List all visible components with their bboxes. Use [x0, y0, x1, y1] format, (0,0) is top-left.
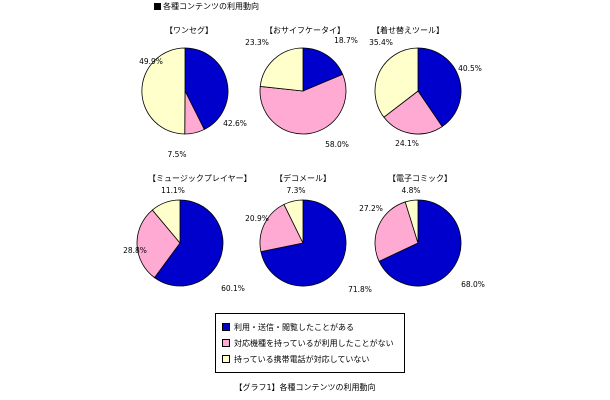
pie-title-1: 【ワンセグ】	[165, 26, 213, 35]
pie-slice-unsupported	[141, 47, 186, 135]
pie-label-unsupported: 7.3%	[286, 186, 305, 195]
legend-label-unsupported: 持っている携帯電話が対応していない	[234, 354, 370, 364]
pie-label-used: 42.6%	[223, 119, 247, 128]
pie-title-2: 【おサイフケータイ】	[265, 26, 345, 35]
pie-chart-4: 60.1% 28.8% 11.1%	[123, 186, 245, 293]
legend: 利用・送信・閲覧したことがある 対応機種を持っているが利用したことがない 持って…	[215, 313, 405, 373]
pie-slice-not-used	[259, 203, 304, 253]
pie-label-not-used: 27.2%	[359, 204, 383, 213]
header: 各種コンテンツの利用動向	[154, 1, 259, 12]
pie-chart-3: 40.5% 24.1% 35.4%	[369, 38, 482, 148]
pie-slice-not-used	[374, 201, 419, 262]
pie-slice-used	[153, 199, 224, 287]
legend-item-used: 利用・送信・閲覧したことがある	[222, 319, 398, 335]
pie-label-used: 40.5%	[458, 64, 482, 73]
legend-label-not-used: 対応機種を持っているが利用したことがない	[234, 338, 394, 348]
legend-swatch-not-used	[222, 339, 230, 347]
legend-swatch-unsupported	[222, 355, 230, 363]
pie-slice-unsupported	[374, 47, 419, 118]
pie-title-4: 【ミュージックプレイヤー】	[148, 174, 252, 183]
pie-slice-used	[184, 47, 229, 130]
pie-label-unsupported: 23.3%	[245, 38, 269, 47]
pie-label-used: 18.7%	[334, 36, 358, 45]
header-square-icon	[154, 3, 161, 10]
pie-label-unsupported: 49.9%	[139, 57, 163, 66]
pie-slice-not-used	[136, 209, 181, 279]
pie-label-not-used: 24.1%	[395, 139, 419, 148]
pie-label-used: 68.0%	[461, 280, 485, 289]
pie-slice-used	[378, 199, 462, 287]
header-title: 各種コンテンツの利用動向	[163, 2, 259, 11]
pie-slice-not-used	[383, 90, 443, 135]
figure-caption: 【グラフ1】各種コンテンツの利用動向	[234, 383, 376, 392]
pie-chart-1: 42.6% 7.5% 49.9%	[139, 47, 247, 159]
legend-swatch-used	[222, 323, 230, 331]
pie-slice-unsupported	[259, 47, 304, 92]
pie-slice-not-used	[259, 73, 347, 135]
pie-slice-unsupported	[404, 199, 419, 244]
pie-label-not-used: 58.0%	[325, 140, 349, 149]
pie-slice-unsupported	[151, 199, 181, 245]
pie-title-3: 【着せ替えツール】	[372, 26, 444, 35]
pie-chart-5: 71.8% 20.9% 7.3%	[245, 186, 372, 294]
pie-label-used: 60.1%	[221, 284, 245, 293]
pie-slice-used	[302, 47, 344, 92]
pie-label-not-used: 28.8%	[123, 246, 147, 255]
pie-label-not-used: 20.9%	[245, 214, 269, 223]
pie-label-not-used: 7.5%	[167, 150, 186, 159]
pie-label-unsupported: 4.8%	[401, 186, 420, 195]
pie-title-5: 【デコメール】	[275, 174, 331, 183]
pie-chart-6: 68.0% 27.2% 4.8%	[359, 186, 485, 289]
legend-item-not-used: 対応機種を持っているが利用したことがない	[222, 335, 398, 351]
pie-label-unsupported: 11.1%	[161, 186, 185, 195]
legend-label-used: 利用・送信・閲覧したことがある	[234, 322, 354, 332]
pie-label-used: 71.8%	[348, 285, 372, 294]
pie-slice-unsupported	[283, 199, 304, 244]
legend-item-unsupported: 持っている携帯電話が対応していない	[222, 351, 398, 367]
pie-title-6: 【電子コミック】	[388, 174, 452, 183]
pie-label-unsupported: 35.4%	[369, 38, 393, 47]
pie-chart-2: 18.7% 58.0% 23.3%	[245, 36, 358, 149]
pie-slice-used	[417, 47, 462, 128]
